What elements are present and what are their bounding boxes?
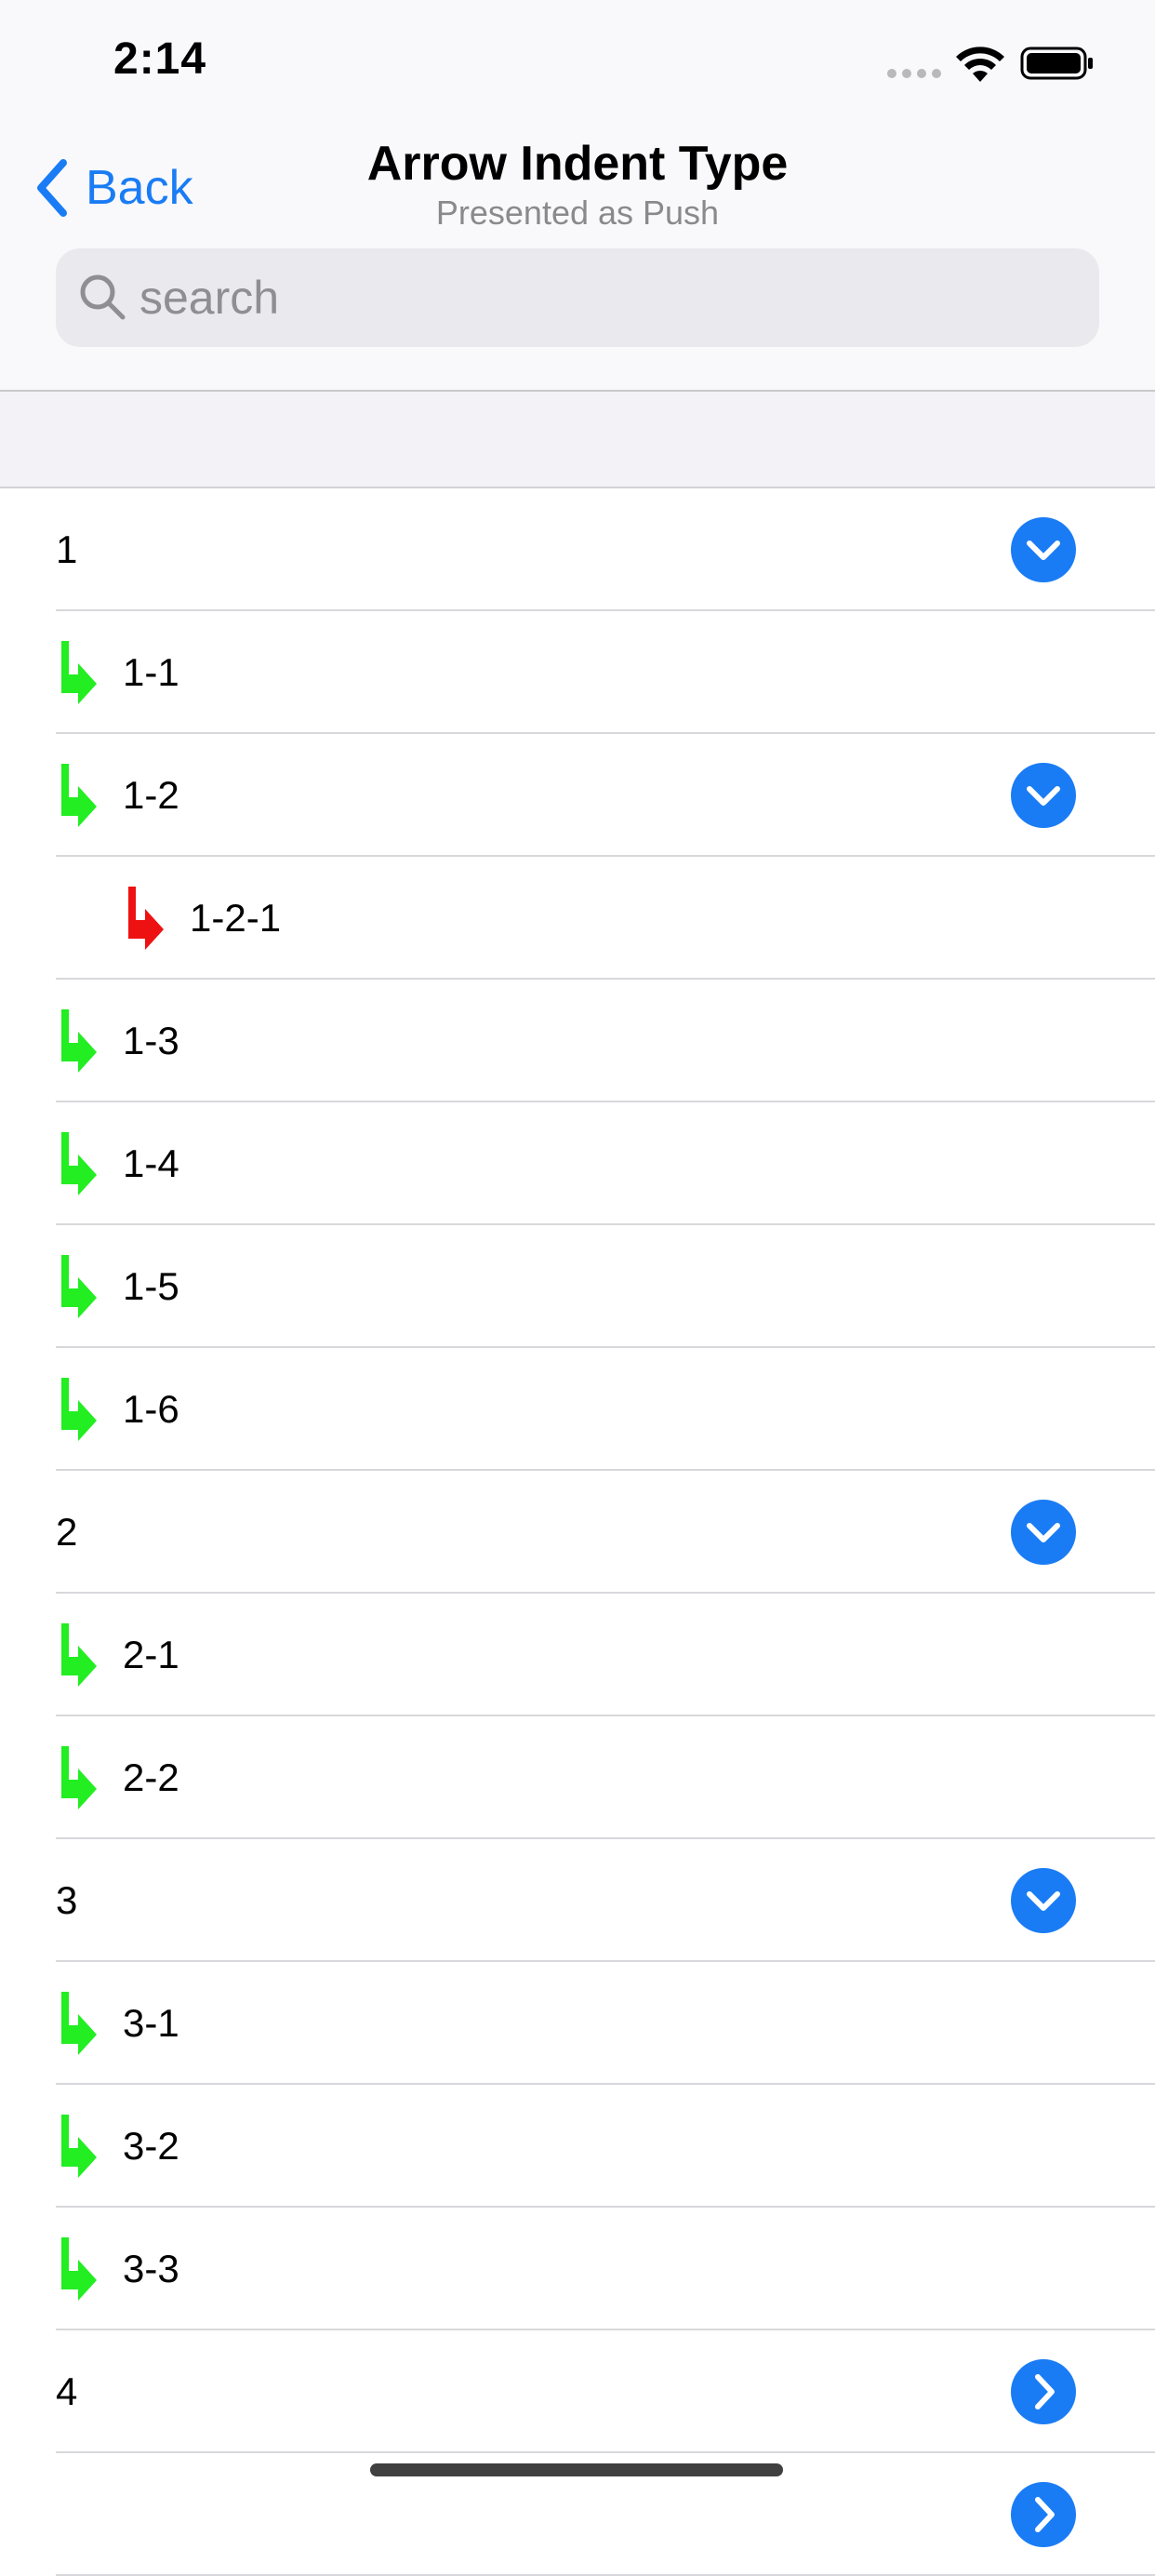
- indent-arrow-icon: [61, 1255, 97, 1318]
- section-header: [0, 392, 1155, 487]
- indent-arrow-icon: [61, 641, 97, 704]
- list-item-label: 3-3: [123, 2247, 179, 2290]
- expand-button[interactable]: [1011, 2359, 1076, 2424]
- search-input[interactable]: search: [56, 248, 1099, 347]
- list-item-label: 2: [56, 1510, 78, 1554]
- collapse-button[interactable]: [1011, 517, 1076, 582]
- list-item-label: 1-2-1: [190, 896, 282, 940]
- indent-arrow-icon: [61, 1378, 97, 1441]
- list-item[interactable]: 2-2: [0, 1716, 1155, 1839]
- list-item[interactable]: 1-1: [0, 611, 1155, 734]
- list-item-label: 1-4: [123, 1141, 179, 1185]
- list-item[interactable]: 3-2: [0, 2085, 1155, 2208]
- page-title: Arrow Indent Type: [366, 137, 789, 191]
- list-item-label: 3: [56, 1878, 78, 1922]
- list-item[interactable]: 4: [0, 2330, 1155, 2453]
- page-subtitle: Presented as Push: [435, 194, 720, 232]
- list-item-label: 3-2: [123, 2124, 179, 2168]
- indent-arrow-icon: [61, 2115, 97, 2178]
- indent-arrow-icon: [61, 1009, 97, 1073]
- chevron-left-icon: [37, 159, 67, 217]
- expand-button[interactable]: [1011, 2482, 1076, 2547]
- list-item[interactable]: 1-3: [0, 980, 1155, 1102]
- divider: [0, 390, 1155, 392]
- tree-list: 1 1-1 1-2 1-2-1 1-3 1-4 1-5 1-6 2 2-1 2-2 3 3-1 3-2 3-…: [0, 488, 1155, 2576]
- chevron-down-icon: [1027, 541, 1060, 560]
- list-item-label: 1-6: [123, 1387, 179, 1431]
- list-item[interactable]: 1-4: [0, 1102, 1155, 1225]
- status-time: 2:14: [113, 34, 207, 84]
- status-bar: 2:14: [0, 0, 1155, 130]
- list-item[interactable]: 1-2: [0, 734, 1155, 857]
- chevron-down-icon: [1027, 1891, 1060, 1911]
- list-item[interactable]: 3-1: [0, 1962, 1155, 2085]
- list-item[interactable]: 2: [0, 1471, 1155, 1594]
- indent-arrow-icon: [61, 2237, 97, 2301]
- indent-arrow-icon: [61, 1623, 97, 1687]
- list-item[interactable]: 3: [0, 1839, 1155, 1962]
- navigation-bar: Arrow Indent Type Presented as Push Back…: [0, 130, 1155, 391]
- chevron-down-icon: [1027, 1523, 1060, 1542]
- indent-arrow-icon: [61, 764, 97, 827]
- list-item-label: 1-1: [123, 650, 179, 694]
- indent-arrow-icon: [128, 887, 164, 950]
- collapse-button[interactable]: [1011, 1500, 1076, 1565]
- chevron-down-icon: [1027, 786, 1060, 806]
- list-item[interactable]: 1: [0, 488, 1155, 611]
- list-item-label: 4: [56, 2369, 78, 2413]
- indent-arrow-icon: [61, 1992, 97, 2055]
- list-item[interactable]: 1-5: [0, 1225, 1155, 1348]
- list-item[interactable]: 1-6: [0, 1348, 1155, 1471]
- list-item-label: 2-1: [123, 1633, 179, 1676]
- list-item[interactable]: 1-2-1: [0, 857, 1155, 980]
- wifi-icon: [956, 47, 1004, 82]
- battery-icon: [1020, 47, 1093, 80]
- indent-arrow-icon: [61, 1132, 97, 1195]
- home-indicator: [370, 2463, 783, 2476]
- list-item[interactable]: 3-3: [0, 2208, 1155, 2330]
- chevron-right-icon: [1035, 2374, 1055, 2409]
- signal-dots-icon: [887, 69, 941, 78]
- collapse-button[interactable]: [1011, 1868, 1076, 1933]
- list-item-label: 3-1: [123, 2001, 179, 2045]
- list-item-label: 1-5: [123, 1264, 179, 1308]
- back-label: Back: [86, 161, 193, 215]
- collapse-button[interactable]: [1011, 763, 1076, 828]
- list-item-label: 2-2: [123, 1755, 179, 1799]
- list-item-label: 1-2: [123, 773, 179, 817]
- list-item-label: 1: [56, 527, 78, 571]
- search-icon: [80, 274, 126, 320]
- indent-arrow-icon: [61, 1746, 97, 1809]
- chevron-right-icon: [1035, 2497, 1055, 2532]
- back-button[interactable]: Back: [33, 151, 193, 225]
- search-placeholder: search: [139, 272, 280, 324]
- list-item-label: 1-3: [123, 1019, 179, 1062]
- list-item[interactable]: 2-1: [0, 1594, 1155, 1716]
- divider: [0, 487, 1155, 488]
